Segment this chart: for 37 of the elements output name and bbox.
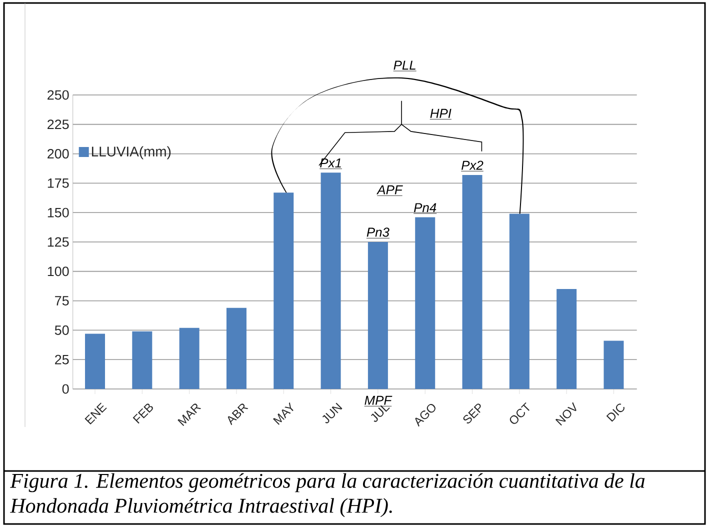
y-tick-label: 200 bbox=[48, 149, 69, 159]
y-tick-label: 0 bbox=[62, 384, 69, 394]
x-tick-label: SEP bbox=[463, 404, 481, 424]
text: PLL bbox=[394, 60, 416, 70]
bar bbox=[462, 174, 482, 389]
annotation: Px2 bbox=[462, 160, 484, 170]
annotation: Px1 bbox=[320, 158, 341, 168]
bar bbox=[415, 217, 436, 389]
bar bbox=[85, 334, 106, 389]
bar bbox=[132, 331, 152, 389]
annotation: APF bbox=[376, 185, 403, 194]
bar bbox=[556, 289, 577, 389]
bar bbox=[604, 340, 624, 389]
y-tick-label: 225 bbox=[48, 120, 69, 130]
bar bbox=[509, 214, 530, 389]
annotation: Pn3 bbox=[366, 228, 390, 237]
bar bbox=[274, 192, 294, 389]
x-tick-label: FEB bbox=[132, 404, 153, 424]
bar bbox=[226, 308, 246, 389]
y-tick-label: 250 bbox=[48, 90, 69, 100]
text: MPF bbox=[364, 396, 392, 405]
text: Figura 1. Elementos geométricos para la caracterización cuantitativa de la Hondonada Pluviométrica Intraestival (HPI). bbox=[10, 473, 645, 518]
legend-label: LLUVIA(mm) bbox=[92, 146, 171, 160]
bar bbox=[320, 172, 341, 389]
y-tick-label: 175 bbox=[48, 178, 69, 188]
x-tick-label: JUL bbox=[370, 405, 390, 422]
y-tick-label: 150 bbox=[48, 208, 69, 218]
y-tick-label: 50 bbox=[54, 325, 69, 335]
y-tick-label: 25 bbox=[55, 354, 69, 364]
y-tick-label: 75 bbox=[55, 296, 69, 306]
bar bbox=[368, 242, 388, 389]
y-tick-label: 125 bbox=[48, 237, 69, 247]
annotation: HPI bbox=[430, 108, 452, 118]
y-tick-label: 100 bbox=[48, 266, 69, 276]
x-tick-label: DIC bbox=[606, 404, 624, 422]
bar bbox=[179, 328, 200, 389]
annotation: Pn4 bbox=[414, 203, 436, 212]
